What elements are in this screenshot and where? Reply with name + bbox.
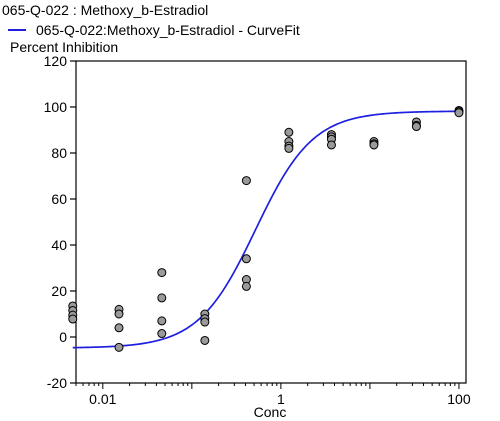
y-axis-ticks: -20 0 20 40 60 80 100 120 [44,53,76,391]
y-tick-label: 60 [51,191,67,207]
legend-curve-label: 065-Q-022:Methoxy_b-Estradiol - CurveFit [36,22,300,38]
data-point [454,108,464,118]
y-tick-label: 80 [51,145,67,161]
data-point [326,140,336,150]
x-axis-ticks: 0.01 1 100 [75,383,471,407]
y-tick-label: 100 [44,99,68,115]
data-point [114,342,124,352]
data-point [200,335,210,345]
data-point [68,314,78,324]
x-tick-label: 100 [447,391,471,407]
y-tick-label: -20 [47,375,67,391]
data-point [241,281,251,291]
data-point [241,254,251,264]
x-axis-label: Conc [254,404,287,420]
chart-title: 065-Q-022 : Methoxy_b-Estradiol [2,2,208,18]
data-point [157,268,167,278]
x-tick-label: 0.01 [89,391,116,407]
data-point [157,329,167,339]
data-point [241,176,251,186]
y-axis-label: Percent Inhibition [10,39,118,55]
y-tick-label: 0 [59,329,67,345]
data-point [284,143,294,153]
y-tick-label: 40 [51,237,67,253]
data-point [157,293,167,303]
data-point [200,317,210,327]
y-tick-label: 120 [44,53,68,69]
curve-fit-line [72,110,459,349]
data-point [114,309,124,319]
data-point [284,127,294,137]
data-point [369,140,379,150]
data-points [68,105,464,352]
data-point [411,122,421,132]
plot-area-frame [75,60,467,384]
y-tick-label: 20 [51,283,67,299]
data-point [157,316,167,326]
x-tick-label: 1 [277,391,285,407]
data-point [114,323,124,333]
